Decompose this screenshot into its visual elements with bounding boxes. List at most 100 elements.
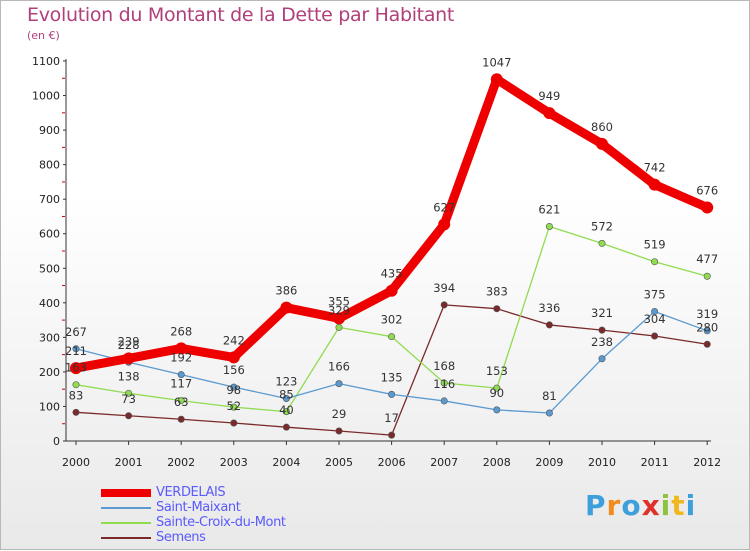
data-label: 153 xyxy=(486,364,508,378)
data-point xyxy=(493,305,501,313)
data-point xyxy=(703,272,711,280)
data-label: 73 xyxy=(121,392,136,406)
data-label: 355 xyxy=(328,294,350,308)
x-tick-label: 2005 xyxy=(325,456,353,469)
data-label: 242 xyxy=(223,333,245,347)
data-label: 156 xyxy=(223,363,245,377)
x-tick-label: 2007 xyxy=(430,456,458,469)
logo-letter: i xyxy=(660,489,672,522)
data-point xyxy=(333,312,345,325)
y-tick-label: 1100 xyxy=(32,55,60,68)
data-label: 1047 xyxy=(482,55,511,69)
x-tick-label: 2008 xyxy=(483,456,511,469)
data-point xyxy=(545,321,553,329)
logo-letter: x xyxy=(641,489,661,522)
data-point xyxy=(230,383,238,391)
data-point xyxy=(122,352,135,365)
data-point xyxy=(282,423,290,431)
data-label: 435 xyxy=(381,267,403,281)
data-label: 321 xyxy=(591,306,613,320)
data-label: 949 xyxy=(538,89,560,103)
y-tick-label: 0 xyxy=(53,435,60,448)
data-label: 394 xyxy=(433,281,455,295)
data-label: 280 xyxy=(696,320,718,334)
x-tick-label: 2011 xyxy=(641,456,669,469)
data-point xyxy=(230,403,238,411)
data-point xyxy=(385,284,398,297)
data-point xyxy=(175,342,188,355)
data-point xyxy=(701,201,714,214)
data-point xyxy=(125,389,133,397)
y-tick-label: 800 xyxy=(39,159,60,172)
x-tick-label: 2009 xyxy=(535,456,563,469)
x-tick-label: 2000 xyxy=(62,456,90,469)
data-point xyxy=(388,431,396,439)
data-label: 386 xyxy=(275,284,297,298)
data-label: 192 xyxy=(170,351,192,365)
data-label: 383 xyxy=(486,285,508,299)
data-point xyxy=(388,333,396,341)
data-label: 676 xyxy=(696,183,718,197)
data-label: 168 xyxy=(433,359,455,373)
legend-swatch xyxy=(101,489,151,497)
y-tick-label: 500 xyxy=(39,262,60,275)
data-point xyxy=(543,107,556,120)
x-tick-label: 2006 xyxy=(378,456,406,469)
data-label: 211 xyxy=(65,344,87,358)
data-label: 621 xyxy=(538,202,560,216)
data-point xyxy=(125,412,133,420)
data-label: 166 xyxy=(328,360,350,374)
data-label: 329 xyxy=(328,303,350,317)
x-tick-label: 2002 xyxy=(167,456,195,469)
data-point xyxy=(230,419,238,427)
legend-label: Saint-Maixant xyxy=(156,500,241,515)
data-label: 228 xyxy=(118,338,140,352)
data-label: 519 xyxy=(644,238,666,252)
data-label: 123 xyxy=(275,375,297,389)
data-point xyxy=(545,409,553,417)
x-tick-label: 2001 xyxy=(115,456,143,469)
data-point xyxy=(440,379,448,387)
data-point xyxy=(70,362,82,375)
legend-label: Semens xyxy=(156,530,206,545)
data-label: 40 xyxy=(279,403,294,417)
data-point xyxy=(280,301,293,314)
y-tick-label: 900 xyxy=(39,124,60,137)
data-point xyxy=(703,340,711,348)
y-tick-label: 1000 xyxy=(32,90,60,103)
data-point xyxy=(598,355,606,363)
data-point xyxy=(335,427,343,435)
y-tick-label: 700 xyxy=(39,193,60,206)
y-tick-label: 100 xyxy=(39,400,60,413)
data-point xyxy=(388,390,396,398)
data-label: 135 xyxy=(381,370,403,384)
data-point xyxy=(282,395,290,403)
data-label: 81 xyxy=(542,389,557,403)
legend-swatch xyxy=(101,507,151,509)
data-label: 375 xyxy=(644,287,666,301)
data-label: 63 xyxy=(174,395,189,409)
data-label: 742 xyxy=(644,161,666,175)
data-point xyxy=(282,408,290,416)
data-label: 336 xyxy=(538,301,560,315)
data-label: 304 xyxy=(644,312,666,326)
data-label: 239 xyxy=(118,334,140,348)
data-label: 117 xyxy=(170,377,192,391)
y-tick-label: 200 xyxy=(39,366,60,379)
data-label: 477 xyxy=(696,252,718,266)
data-point xyxy=(598,326,606,334)
x-tick-label: 2003 xyxy=(220,456,248,469)
logo-letter: i xyxy=(685,489,697,522)
data-point xyxy=(72,408,80,416)
data-point xyxy=(493,406,501,414)
logo-letter: o xyxy=(621,489,642,522)
data-point xyxy=(598,239,606,247)
y-tick-label: 600 xyxy=(39,228,60,241)
data-point xyxy=(438,218,451,231)
data-point xyxy=(545,222,553,230)
chart-unit-label: (en €) xyxy=(27,29,60,42)
y-tick-label: 300 xyxy=(39,331,60,344)
x-tick-label: 2012 xyxy=(693,456,721,469)
data-point xyxy=(72,381,80,389)
